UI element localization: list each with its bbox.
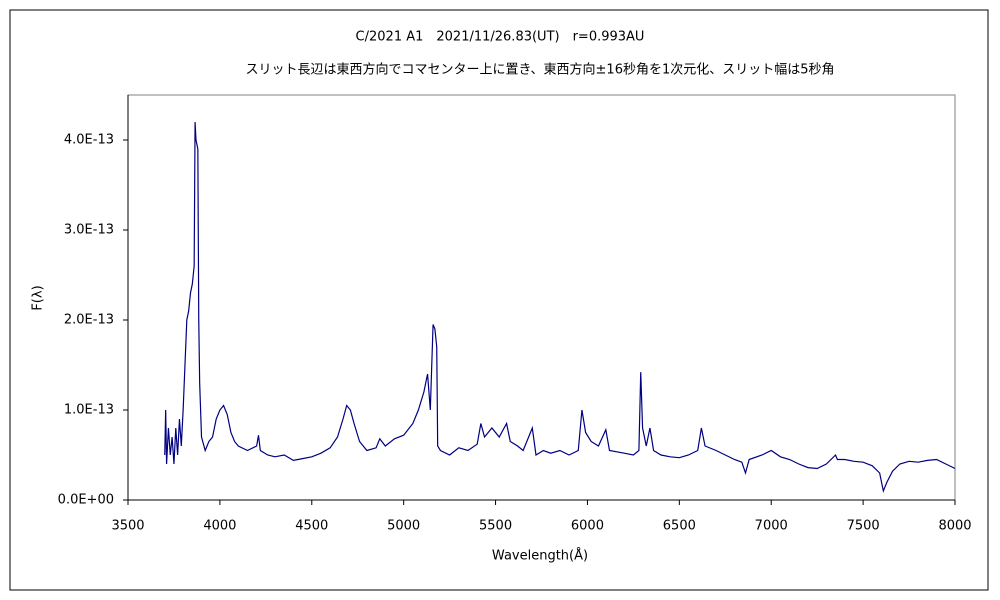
y-tick-label: 3.0E-13 [64,223,114,238]
x-tick-label: 4500 [295,519,328,534]
x-tick-label: 6000 [571,519,604,534]
x-tick-label: 6500 [663,519,696,534]
x-tick-label: 5000 [387,519,420,534]
x-tick-label: 8000 [938,519,971,534]
x-tick-label: 4000 [203,519,236,534]
x-tick-label: 3500 [111,519,144,534]
y-tick-label: 2.0E-13 [64,313,114,328]
x-tick-label: 7500 [847,519,880,534]
x-tick-label: 5500 [479,519,512,534]
spectrum-line [164,121,956,494]
y-axis-label: F(λ) [31,285,46,310]
chart-title: C/2021 A1 2021/11/26.83(UT) r=0.993AU [356,30,645,45]
y-tick-label: 0.0E+00 [58,493,114,508]
chart-subtitle: スリット長辺は東西方向でコマセンター上に置き、東西方向±16秒角を1次元化、スリ… [245,62,834,78]
y-tick-label: 1.0E-13 [64,403,114,418]
x-axis-label: Wavelength(Å) [492,548,588,564]
plot-area [127,94,956,501]
x-tick-label: 7000 [755,519,788,534]
y-tick-label: 4.0E-13 [64,133,114,148]
